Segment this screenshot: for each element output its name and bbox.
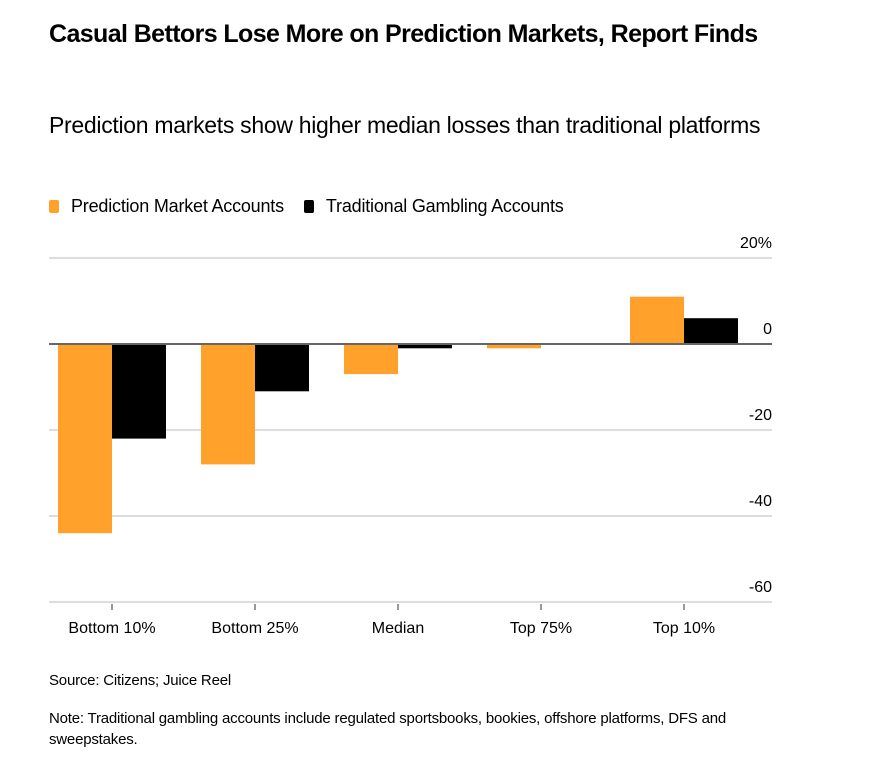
footnote: Note: Traditional gambling accounts incl… [49,710,727,748]
y-tick-label: -60 [749,579,772,596]
legend-label-prediction-market: Prediction Market Accounts [71,196,284,216]
x-tick-label: Bottom 10% [68,620,155,637]
bar-prediction-market [487,344,541,349]
legend: Prediction Market Accounts Traditional G… [49,196,584,217]
bar-prediction-market [630,296,684,344]
bar-prediction-market [201,344,255,465]
legend-item-traditional-gambling: Traditional Gambling Accounts [303,196,564,217]
y-tick-label: 20% [740,235,772,252]
x-tick-label: Top 75% [510,620,572,637]
legend-item-prediction-market: Prediction Market Accounts [49,196,284,217]
x-tick-label: Top 10% [653,620,715,637]
bar-traditional-gambling [112,344,166,439]
source-note: Source: Citizens; Juice Reel [49,672,231,689]
y-tick-label: -40 [749,493,772,510]
legend-label-traditional-gambling: Traditional Gambling Accounts [325,196,564,216]
x-tick-label: Median [372,620,424,637]
y-tick-label: 0 [763,321,772,338]
legend-swatch-prediction-market [49,200,59,213]
y-tick-label: -20 [749,407,772,424]
bar-prediction-market [58,344,112,534]
x-tick-label: Bottom 25% [211,620,298,637]
legend-swatch-traditional-gambling [303,200,314,213]
chart-title: Casual Bettors Lose More on Prediction M… [49,20,758,48]
bar-traditional-gambling [255,344,309,392]
bar-chart: 20% 0 -20 -40 -60 Bottom 10% Bottom 25% Median T… [49,235,772,637]
bar-traditional-gambling [684,318,738,344]
chart-subtitle: Prediction markets show higher median lo… [49,112,761,138]
bar-prediction-market [344,344,398,375]
bar-traditional-gambling [398,344,452,349]
